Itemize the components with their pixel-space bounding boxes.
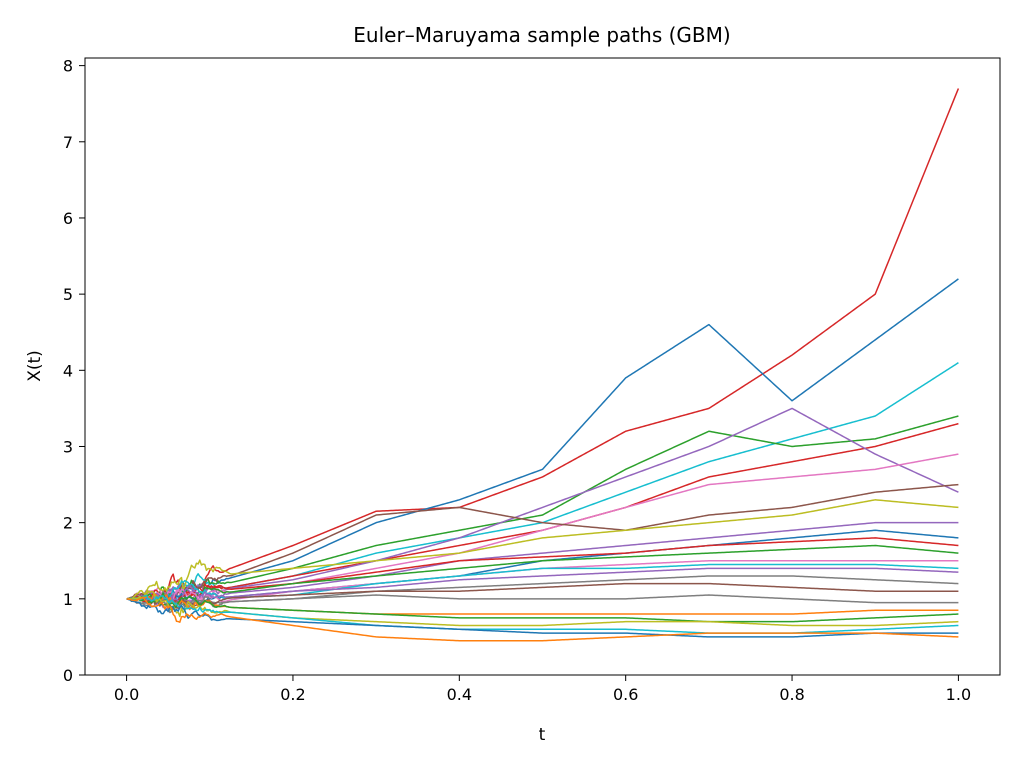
y-axis: 0 1 2 3 4 5 6 7 8 [63,57,85,685]
y-tick-label: 2 [63,514,73,533]
y-tick-label: 3 [63,437,73,456]
y-tick-label: 0 [63,666,73,685]
x-axis-label: t [539,725,546,745]
y-tick-label: 1 [63,590,73,609]
series-line-13 [126,544,959,612]
y-axis-label: X(t) [25,350,45,382]
series-line-6 [126,407,959,600]
x-tick-label: 0.8 [779,685,804,704]
x-tick-label: 0.6 [613,685,638,704]
series-line-24 [126,598,959,638]
series-line-10 [126,521,959,611]
x-tick-label: 0.2 [280,685,305,704]
series-line-1 [126,88,960,600]
y-tick-label: 8 [63,57,73,76]
y-tick-label: 5 [63,285,73,304]
series-line-12 [126,537,959,604]
series-line-23 [126,594,959,634]
plot-frame [84,57,1001,676]
chart-title: Euler–Maruyama sample paths (GBM) [353,23,730,47]
x-tick-label: 0.0 [114,685,139,704]
series-line-18 [126,582,959,609]
x-tick-label: 1.0 [946,685,971,704]
y-tick-label: 4 [63,361,73,380]
series-line-25 [126,596,959,642]
series-line-8 [126,483,959,606]
y-tick-label: 7 [63,133,73,152]
x-axis: 0.0 0.2 0.4 0.6 0.8 1.0 [114,675,971,704]
series-group [126,88,960,642]
series-line-19 [126,590,959,609]
series-line-4 [126,415,959,601]
series-line-2 [126,278,959,605]
plot-area [84,57,1001,676]
series-line-9 [126,499,959,600]
x-tick-label: 0.4 [447,685,472,704]
series-line-16 [126,567,959,603]
y-tick-label: 6 [63,209,73,228]
series-line-21 [126,592,959,623]
